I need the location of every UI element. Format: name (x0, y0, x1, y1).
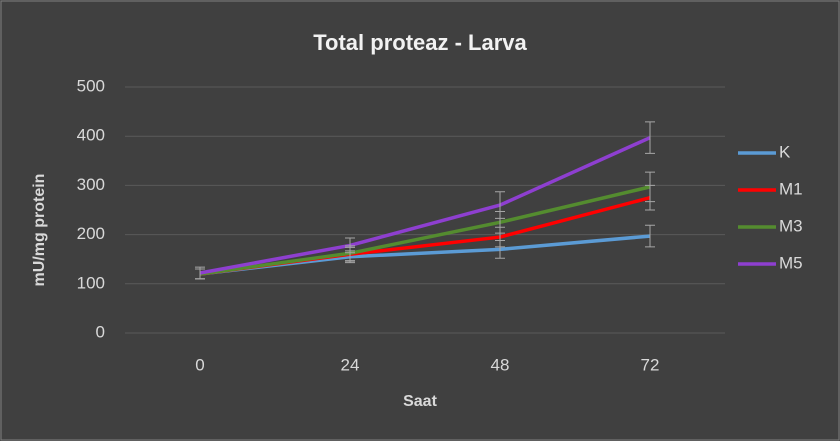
y-tick-label: 400 (77, 126, 105, 145)
error-bar (495, 191, 505, 219)
chart-title: Total proteaz - Larva (313, 30, 527, 55)
legend-label: M5 (779, 253, 803, 272)
legend-label: M1 (779, 179, 803, 198)
x-tick-label: 48 (491, 355, 510, 374)
y-tick-label: 100 (77, 273, 105, 292)
series-line (199, 136, 651, 275)
y-tick-label: 200 (77, 224, 105, 243)
y-tick-label: 300 (77, 175, 105, 194)
y-tick-label: 0 (96, 322, 105, 341)
series-line (199, 185, 651, 276)
x-axis-label: Saat (403, 393, 437, 410)
error-bar (645, 121, 655, 154)
x-tick-label: 72 (641, 355, 660, 374)
y-axis-label: mU/mg protein (31, 174, 48, 287)
error-bar (645, 171, 655, 203)
y-tick-label: 500 (77, 76, 105, 95)
error-bar (645, 224, 655, 248)
error-bar (345, 237, 355, 254)
legend-label: M3 (779, 216, 803, 235)
x-tick-label: 0 (195, 355, 204, 374)
x-tick-label: 24 (341, 355, 360, 374)
legend-label: K (779, 142, 791, 161)
error-bar (195, 266, 205, 280)
